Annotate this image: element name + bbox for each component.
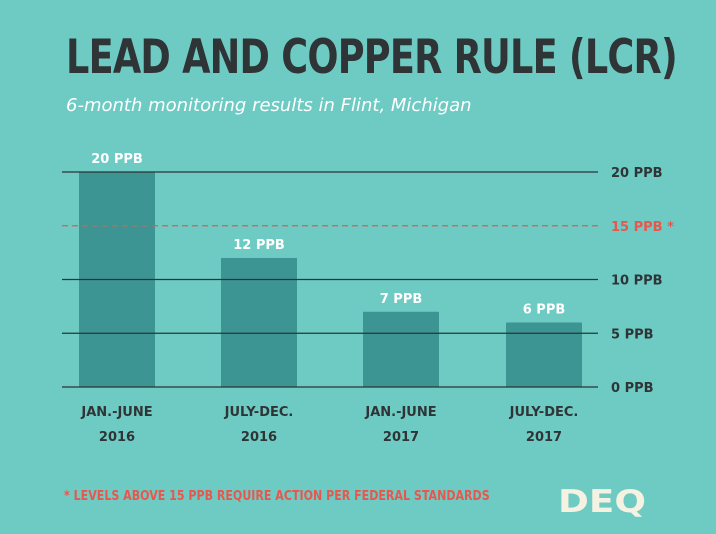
x-tick-label: JULY-DEC. bbox=[509, 405, 579, 420]
x-tick-label: JAN.-JUNE bbox=[80, 405, 152, 420]
deq-logo: DEQ bbox=[558, 484, 646, 517]
x-tick-label: 2016 bbox=[99, 430, 135, 445]
chart-subtitle: 6-month monitoring results in Flint, Mic… bbox=[66, 95, 472, 116]
y-tick-label: 20 PPB bbox=[611, 166, 663, 181]
x-tick-label: 2017 bbox=[383, 430, 419, 445]
x-tick-label: JULY-DEC. bbox=[224, 405, 294, 420]
logo-text: DEQ bbox=[558, 484, 646, 517]
threshold-label: 15 PPB * bbox=[611, 220, 674, 235]
bar-data-label: 12 PPB bbox=[233, 238, 285, 253]
bar-data-label: 6 PPB bbox=[523, 303, 566, 318]
bar bbox=[506, 322, 582, 387]
bar-data-label: 20 PPB bbox=[91, 152, 143, 167]
footnote: * LEVELS ABOVE 15 PPB REQUIRE ACTION PER… bbox=[64, 489, 490, 504]
y-tick-label: 0 PPB bbox=[611, 381, 654, 396]
y-tick-label: 5 PPB bbox=[611, 327, 654, 342]
chart-title: LEAD AND COPPER RULE (LCR) bbox=[66, 30, 678, 85]
bar-chart: 20 PPB 12 PPB 7 PPB 6 PPB 0 PPB 5 PPB 10 PPB 20… bbox=[62, 152, 674, 445]
bar bbox=[363, 311, 439, 387]
x-tick-label: 2016 bbox=[241, 430, 277, 445]
y-tick-label: 10 PPB bbox=[611, 274, 663, 289]
x-tick-label: 2017 bbox=[526, 430, 562, 445]
x-tick-label: JAN.-JUNE bbox=[364, 405, 436, 420]
bar bbox=[221, 258, 297, 387]
bar-data-label: 7 PPB bbox=[380, 292, 423, 307]
